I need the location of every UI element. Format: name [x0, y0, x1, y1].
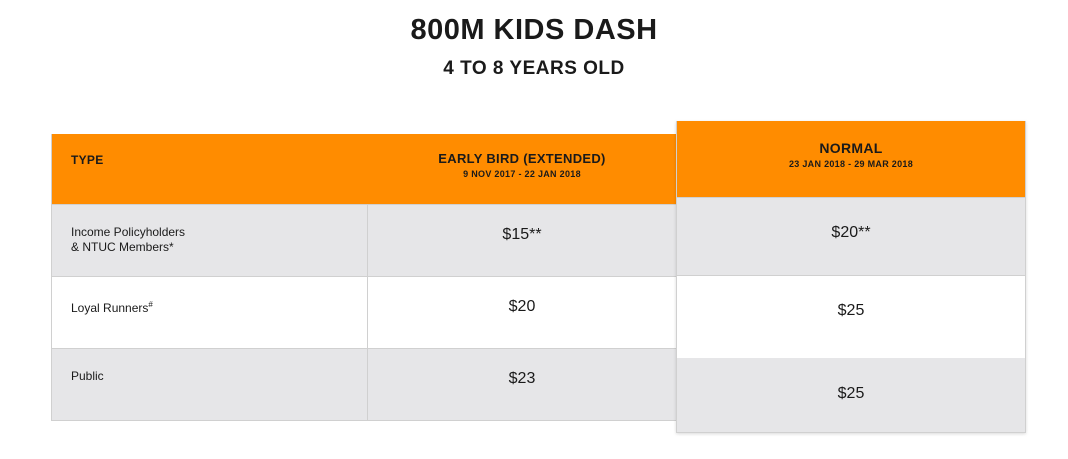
type-column-header: TYPE	[71, 153, 104, 167]
normal-dates: 23 JAN 2018 - 29 MAR 2018	[788, 159, 914, 169]
type-cell: Loyal Runners#	[52, 277, 368, 348]
early-bird-price: $20	[508, 298, 536, 315]
table-row: Public $23	[52, 348, 676, 420]
normal-price: $25	[677, 275, 1025, 354]
table-header: TYPE EARLY BIRD (EXTENDED) 9 NOV 2017 - …	[52, 134, 676, 204]
footnote-marker: #	[148, 300, 153, 309]
type-label: Income Policyholders	[71, 225, 186, 239]
early-bird-dates: 9 NOV 2017 - 22 JAN 2018	[463, 169, 581, 179]
table-row: Loyal Runners# $20	[52, 276, 676, 348]
pricing-table-early-bird: TYPE EARLY BIRD (EXTENDED) 9 NOV 2017 - …	[51, 134, 677, 421]
early-bird-column-header: EARLY BIRD (EXTENDED) 9 NOV 2017 - 22 JA…	[368, 151, 676, 179]
normal-label: NORMAL	[819, 140, 883, 156]
type-cell: Income Policyholders & NTUC Members*	[52, 205, 368, 276]
type-cell: Public	[52, 349, 368, 420]
type-label: & NTUC Members*	[71, 240, 174, 254]
early-bird-label: EARLY BIRD (EXTENDED)	[438, 151, 606, 166]
type-label: Loyal Runners	[71, 301, 149, 315]
table-row: Income Policyholders & NTUC Members* $15…	[52, 204, 676, 276]
normal-price: $20**	[677, 197, 1025, 275]
normal-column-header: NORMAL 23 JAN 2018 - 29 MAR 2018	[677, 121, 1025, 197]
page-subtitle: 4 TO 8 YEARS OLD	[443, 58, 625, 79]
early-bird-price: $15**	[502, 226, 542, 243]
type-label: Public	[71, 369, 104, 383]
pricing-table-normal: NORMAL 23 JAN 2018 - 29 MAR 2018 $20** $…	[676, 121, 1026, 433]
page-title: 800M KIDS DASH	[410, 14, 658, 46]
early-bird-price: $23	[508, 370, 536, 387]
normal-price: $25	[677, 354, 1025, 432]
